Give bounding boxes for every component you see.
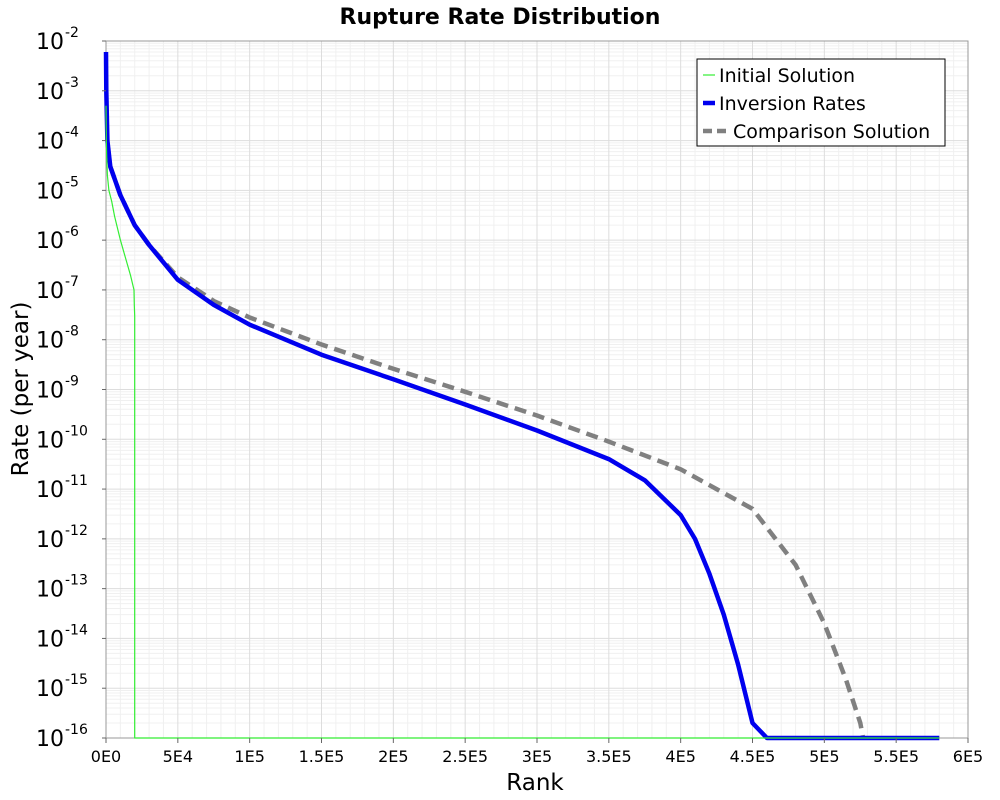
x-tick-label: 2.5E5 (442, 747, 488, 766)
y-tick-exponent: -12 (65, 523, 88, 539)
x-tick-label: 1.5E5 (299, 747, 345, 766)
series-line-initial-solution (105, 105, 940, 739)
y-tick-base: 10 (36, 130, 64, 155)
x-axis-label: Rank (506, 770, 564, 796)
legend-box (696, 58, 946, 147)
y-tick-base: 10 (36, 727, 64, 752)
x-tick-label: 0E0 (91, 747, 121, 766)
y-tick-base: 10 (36, 627, 64, 652)
y-axis-ticks: 10-210-310-410-510-610-710-810-910 -1010-… (36, 25, 106, 752)
y-tick-exponent: -7 (65, 274, 79, 290)
chart-title: Rupture Rate Distribution (340, 5, 661, 30)
x-axis-ticks: 0E0 5E4 1E5 1.5E5 2E5 2.5E5 3E5 3.5E5 4E5 4.5E5 5E… (91, 738, 983, 766)
x-tick-label: 3.5E5 (586, 747, 632, 766)
y-tick-base: 10 (36, 229, 64, 254)
x-tick-label: 6E5 (953, 747, 983, 766)
legend-label: Comparison Solution (733, 121, 930, 143)
x-tick-label: 5E4 (163, 747, 193, 766)
y-tick-base: 10 (36, 30, 64, 55)
x-tick-label: 5E5 (809, 747, 839, 766)
legend-label: Initial Solution (719, 65, 855, 87)
y-tick-base: 10 (36, 478, 64, 503)
y-tick-base: 10 (36, 379, 64, 404)
y-tick-base: 10 (36, 279, 64, 304)
y-tick-exponent: -10 (65, 423, 88, 439)
series-line-comparison-solution (108, 165, 866, 739)
legend-label: Inversion Rates (719, 93, 866, 115)
y-tick-base: 10 (36, 578, 64, 603)
y-tick-exponent: -8 (65, 324, 79, 340)
y-tick-exponent: -16 (65, 722, 88, 738)
series-line-inversion-rates (103, 51, 940, 741)
y-tick-base: 10 (36, 528, 64, 553)
y-tick-base: 10 (36, 179, 64, 204)
y-tick-base: 10 (36, 80, 64, 105)
x-tick-label: 4E5 (665, 747, 695, 766)
y-tick-exponent: -15 (65, 672, 88, 688)
x-tick-label: 1E5 (234, 747, 264, 766)
series-layer (103, 51, 940, 741)
x-tick-label: 3E5 (522, 747, 552, 766)
y-tick-exponent: -4 (65, 125, 79, 141)
y-tick-exponent: -9 (65, 374, 79, 390)
x-tick-label: 5.5E5 (873, 747, 919, 766)
y-tick-exponent: -3 (65, 75, 79, 91)
y-tick-exponent: -2 (65, 25, 79, 41)
y-axis-label: Rate (per year) (8, 302, 34, 477)
y-tick-exponent: -6 (65, 224, 79, 240)
legend: Initial Solution Inversion Rates Compariso… (696, 58, 946, 147)
y-tick-base: 10 (36, 677, 64, 702)
y-tick-exponent: -11 (65, 473, 88, 489)
y-tick-exponent: -14 (65, 622, 88, 638)
x-tick-label: 2E5 (378, 747, 408, 766)
x-tick-label: 4.5E5 (730, 747, 776, 766)
y-tick-exponent: -5 (65, 174, 79, 190)
y-tick-exponent: -13 (65, 573, 88, 589)
y-tick-base: 10 (36, 428, 64, 453)
y-tick-base: 10 (36, 329, 64, 354)
